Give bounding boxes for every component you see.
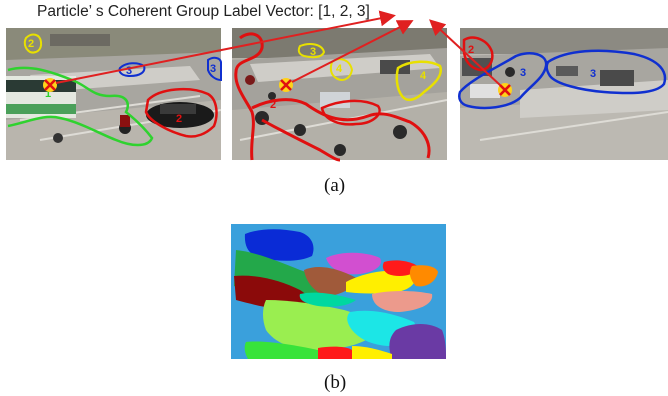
caption-b: (b): [324, 372, 346, 393]
segmentation-map: [231, 224, 446, 359]
group-number: 3: [520, 67, 526, 79]
group-contour-yellow: [329, 58, 354, 81]
group-contour-yellow: [297, 43, 326, 59]
group-contour-yellow: [395, 60, 443, 102]
group-number: 2: [28, 38, 34, 50]
group-contour-yellow: [23, 33, 43, 54]
group-number: 4: [420, 70, 427, 82]
group-contour-blue: [118, 62, 146, 78]
group-number: 3: [310, 46, 316, 58]
arrow-to-label-1: [55, 10, 396, 84]
particle-marker: [279, 78, 293, 92]
group-number: 3: [590, 68, 596, 80]
group-number: 2: [270, 99, 276, 111]
group-number: 2: [176, 113, 182, 125]
group-contour-red-inner: [320, 99, 381, 126]
group-number: 3: [210, 63, 216, 75]
traffic-frame-1: [6, 28, 221, 160]
figure-title: Particle’ s Coherent Group Label Vector:…: [37, 3, 370, 20]
traffic-frame-2: [232, 28, 447, 160]
caption-a: (a): [324, 175, 345, 196]
particle-marker: [43, 78, 57, 92]
group-contour-red: [144, 88, 218, 138]
arrow-to-label-2: [291, 20, 414, 83]
group-number: 1: [45, 88, 51, 100]
group-number: 2: [468, 44, 474, 56]
group-contour-blue: [458, 52, 548, 110]
group-number: 4: [336, 63, 343, 75]
arrow-to-label-3: [429, 19, 501, 86]
group-contour-red: [462, 36, 494, 72]
group-contour-red: [234, 32, 431, 162]
group-number: 3: [126, 65, 132, 77]
group-contour-blue-edge: [207, 56, 222, 82]
group-contour-blue: [545, 49, 667, 95]
particle-marker: [498, 83, 512, 97]
